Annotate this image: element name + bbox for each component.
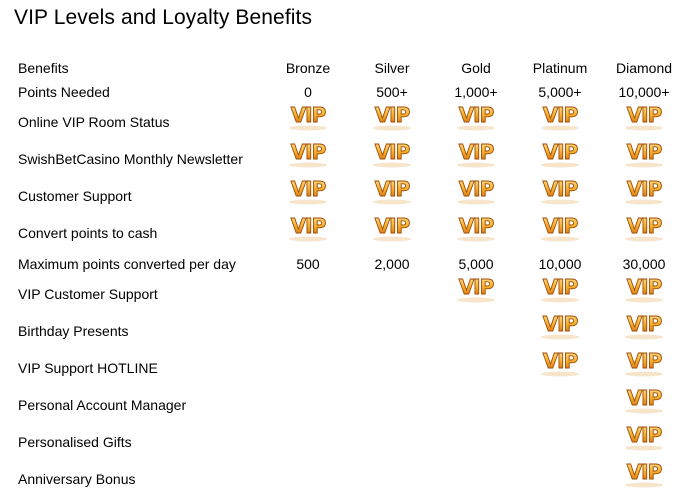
svg-text:VIP: VIP: [543, 140, 578, 164]
row-label: Customer Support: [18, 188, 132, 204]
svg-text:VIP: VIP: [627, 103, 662, 127]
row-label: Birthday Presents: [18, 323, 129, 339]
vip-badge-icon: VIP: [371, 212, 413, 242]
header-silver: Silver: [374, 60, 410, 76]
svg-text:VIP: VIP: [627, 140, 662, 164]
row-label: VIP Support HOTLINE: [18, 360, 158, 376]
vip-badge-icon: VIP: [623, 347, 665, 377]
vip-badge-icon: VIP: [371, 101, 413, 131]
vip-badge-icon: VIP: [623, 175, 665, 205]
vip-badge-icon: VIP: [455, 101, 497, 131]
vip-badge-icon: VIP: [623, 310, 665, 340]
row-label: VIP Customer Support: [18, 286, 158, 302]
svg-text:VIP: VIP: [627, 177, 662, 201]
svg-text:VIP: VIP: [291, 140, 326, 164]
row-label: SwishBetCasino Monthly Newsletter: [18, 151, 243, 167]
svg-text:VIP: VIP: [627, 275, 662, 299]
svg-text:VIP: VIP: [543, 312, 578, 336]
value-silver: 500+: [376, 84, 408, 100]
row-label: Points Needed: [18, 84, 110, 100]
svg-text:VIP: VIP: [459, 177, 494, 201]
svg-text:VIP: VIP: [459, 103, 494, 127]
svg-text:VIP: VIP: [291, 103, 326, 127]
svg-text:VIP: VIP: [543, 177, 578, 201]
value-gold: 5,000: [458, 256, 494, 272]
svg-text:VIP: VIP: [627, 214, 662, 238]
svg-text:VIP: VIP: [375, 214, 410, 238]
vip-badge-icon: VIP: [287, 175, 329, 205]
vip-badge-icon: VIP: [455, 138, 497, 168]
vip-badge-icon: VIP: [371, 175, 413, 205]
header-platinum: Platinum: [532, 60, 588, 76]
value-platinum: 5,000+: [538, 84, 582, 100]
vip-badge-icon: VIP: [455, 212, 497, 242]
page-title: VIP Levels and Loyalty Benefits: [14, 6, 313, 29]
row-label: Maximum points converted per day: [18, 256, 236, 272]
vip-badge-icon: VIP: [287, 212, 329, 242]
value-gold: 1,000+: [454, 84, 498, 100]
vip-badge-icon: VIP: [623, 101, 665, 131]
vip-badge-icon: VIP: [623, 384, 665, 414]
svg-text:VIP: VIP: [543, 103, 578, 127]
svg-text:VIP: VIP: [459, 140, 494, 164]
svg-text:VIP: VIP: [627, 349, 662, 373]
svg-text:VIP: VIP: [459, 275, 494, 299]
svg-text:VIP: VIP: [375, 177, 410, 201]
row-label: Convert points to cash: [18, 225, 158, 241]
vip-badge-icon: VIP: [287, 138, 329, 168]
value-platinum: 10,000: [538, 256, 582, 272]
vip-badge-icon: VIP: [371, 138, 413, 168]
vip-badge-icon: VIP: [623, 138, 665, 168]
vip-badge-icon: VIP: [623, 421, 665, 451]
row-label: Personal Account Manager: [18, 397, 187, 413]
vip-badge-icon: VIP: [539, 347, 581, 377]
value-diamond: 30,000: [622, 256, 666, 272]
vip-badge-icon: VIP: [539, 273, 581, 303]
vip-badge-icon: VIP: [287, 101, 329, 131]
header-gold: Gold: [461, 60, 491, 76]
svg-text:VIP: VIP: [375, 103, 410, 127]
svg-text:VIP: VIP: [543, 349, 578, 373]
vip-badge-icon: VIP: [539, 101, 581, 131]
svg-text:VIP: VIP: [291, 214, 326, 238]
vip-badge-icon: VIP: [455, 175, 497, 205]
vip-badge-icon: VIP: [539, 212, 581, 242]
row-label: Online VIP Room Status: [18, 114, 170, 130]
svg-text:VIP: VIP: [291, 177, 326, 201]
value-bronze: 0: [304, 84, 312, 100]
svg-text:VIP: VIP: [627, 386, 662, 410]
value-diamond: 10,000+: [618, 84, 670, 100]
value-bronze: 500: [296, 256, 320, 272]
svg-text:VIP: VIP: [459, 214, 494, 238]
svg-text:VIP: VIP: [627, 312, 662, 336]
vip-badge-icon: VIP: [623, 212, 665, 242]
svg-text:VIP: VIP: [543, 275, 578, 299]
svg-text:VIP: VIP: [543, 214, 578, 238]
vip-badge-icon: VIP: [539, 310, 581, 340]
svg-text:VIP: VIP: [627, 460, 662, 484]
vip-badge-icon: VIP: [539, 175, 581, 205]
svg-text:VIP: VIP: [375, 140, 410, 164]
vip-badge-icon: VIP: [539, 138, 581, 168]
vip-badge-icon: VIP: [623, 273, 665, 303]
row-label: Anniversary Bonus: [18, 471, 136, 487]
row-label: Personalised Gifts: [18, 434, 132, 450]
header-benefits: Benefits: [18, 60, 69, 76]
header-diamond: Diamond: [615, 60, 673, 76]
value-silver: 2,000: [374, 256, 410, 272]
vip-badge-icon: VIP: [455, 273, 497, 303]
vip-badge-icon: VIP: [623, 458, 665, 488]
header-bronze: Bronze: [285, 60, 331, 76]
svg-text:VIP: VIP: [627, 423, 662, 447]
